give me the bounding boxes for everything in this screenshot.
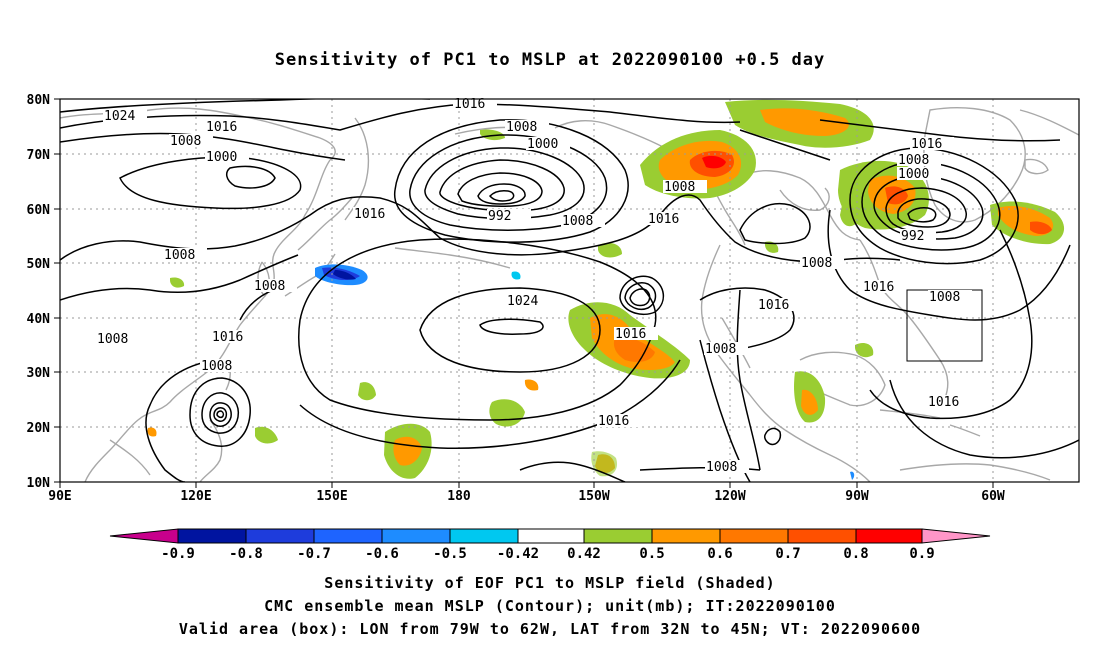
contour-label: 1008 [97,332,128,347]
contour-label: 992 [488,209,511,224]
colorbar-label: 0.5 [639,546,664,562]
lat-label: 70N [27,148,51,163]
colorbar-swatch-neg-extend [109,528,179,544]
colorbar-label: 0.42 [567,546,601,562]
colorbar [109,528,991,544]
lat-label: 50N [27,257,51,272]
chart-title: Sensitivity of PC1 to MSLP at 2022090100… [274,50,826,70]
axis-ticks [54,98,994,488]
colorbar-swatch [449,528,519,544]
contour-label: 1016 [212,330,243,345]
contour-label: 1016 [598,414,629,429]
contour-label: 1024 [507,294,538,309]
contour-label: 1016 [928,395,959,410]
contour-label: 1016 [354,207,385,222]
colorbar-swatch [787,528,857,544]
colorbar-swatch [517,528,585,544]
contour-label: 1008 [929,290,960,305]
caption-shading: Sensitivity of EOF PC1 to MSLP field (Sh… [324,574,776,592]
contour-label: 1008 [898,153,929,168]
longitude-labels: 90E 120E 150E 180 150W 120W 90W 60W [48,489,1005,504]
contour-label: 1016 [863,280,894,295]
lon-label: 150E [316,489,347,504]
lon-label: 90E [48,489,71,504]
lon-label: 90W [845,489,869,504]
contour-label: 1024 [104,109,135,124]
colorbar-label: -0.8 [229,546,263,562]
colorbar-swatch [583,528,653,544]
colorbar-swatch [719,528,789,544]
lon-label: 60W [981,489,1005,504]
lat-label: 80N [27,93,51,108]
contour-label: 1008 [506,120,537,135]
contour-label: 1008 [170,134,201,149]
contour-label: 1008 [164,248,195,263]
contour-label: 1000 [527,137,558,152]
colorbar-swatch-pos-extend [921,528,991,544]
contour-label: 1008 [254,279,285,294]
colorbar-swatch [245,528,315,544]
lat-label: 20N [27,421,51,436]
contour-label: 1016 [615,327,646,342]
colorbar-labels: -0.9 -0.8 -0.7 -0.6 -0.5 -0.42 0.42 0.5 … [161,546,935,562]
colorbar-label: -0.6 [365,546,399,562]
colorbar-label: -0.9 [161,546,195,562]
lat-label: 10N [27,476,51,491]
colorbar-label: -0.42 [497,546,539,562]
colorbar-swatch [855,528,923,544]
map-frame [59,98,1080,483]
colorbar-swatch [381,528,451,544]
contour-label: 1008 [706,460,737,475]
latitude-labels: 80N 70N 60N 50N 40N 30N 20N 10N [27,93,51,491]
caption-valid-area: Valid area (box): LON from 79W to 62W, L… [178,620,922,638]
lon-label: 120E [180,489,211,504]
colorbar-label: 0.6 [707,546,732,562]
lon-label: 150W [578,489,609,504]
colorbar-swatch [313,528,383,544]
contour-label: 1016 [758,298,789,313]
contour-labels: 1024 1016 1008 1000 992 1024 1016 1016 1… [96,97,972,475]
lon-label: 180 [447,489,471,504]
contour-label: 1016 [206,120,237,135]
contour-label: 1016 [454,97,485,112]
contour-label: 1008 [801,256,832,271]
colorbar-swatch [651,528,721,544]
colorbar-label: -0.7 [297,546,331,562]
lat-label: 60N [27,203,51,218]
contour-label: 1000 [898,167,929,182]
contour-label: 1008 [705,342,736,357]
colorbar-label: 0.7 [775,546,800,562]
lon-label: 120W [714,489,745,504]
contour-label: 1008 [664,180,695,195]
contour-label: 992 [901,229,924,244]
contour-label: 1000 [206,150,237,165]
colorbar-label: 0.9 [909,546,934,562]
lat-label: 30N [27,366,51,381]
colorbar-label: 0.8 [843,546,868,562]
lat-label: 40N [27,312,51,327]
contour-label: 1008 [201,359,232,374]
colorbar-swatch [177,528,247,544]
contour-label: 1016 [911,137,942,152]
caption-contour: CMC ensemble mean MSLP (Contour); unit(m… [264,597,836,615]
contour-label: 1016 [648,212,679,227]
contour-label: 1008 [562,214,593,229]
sensitivity-shading [147,99,1065,480]
colorbar-label: -0.5 [433,546,467,562]
